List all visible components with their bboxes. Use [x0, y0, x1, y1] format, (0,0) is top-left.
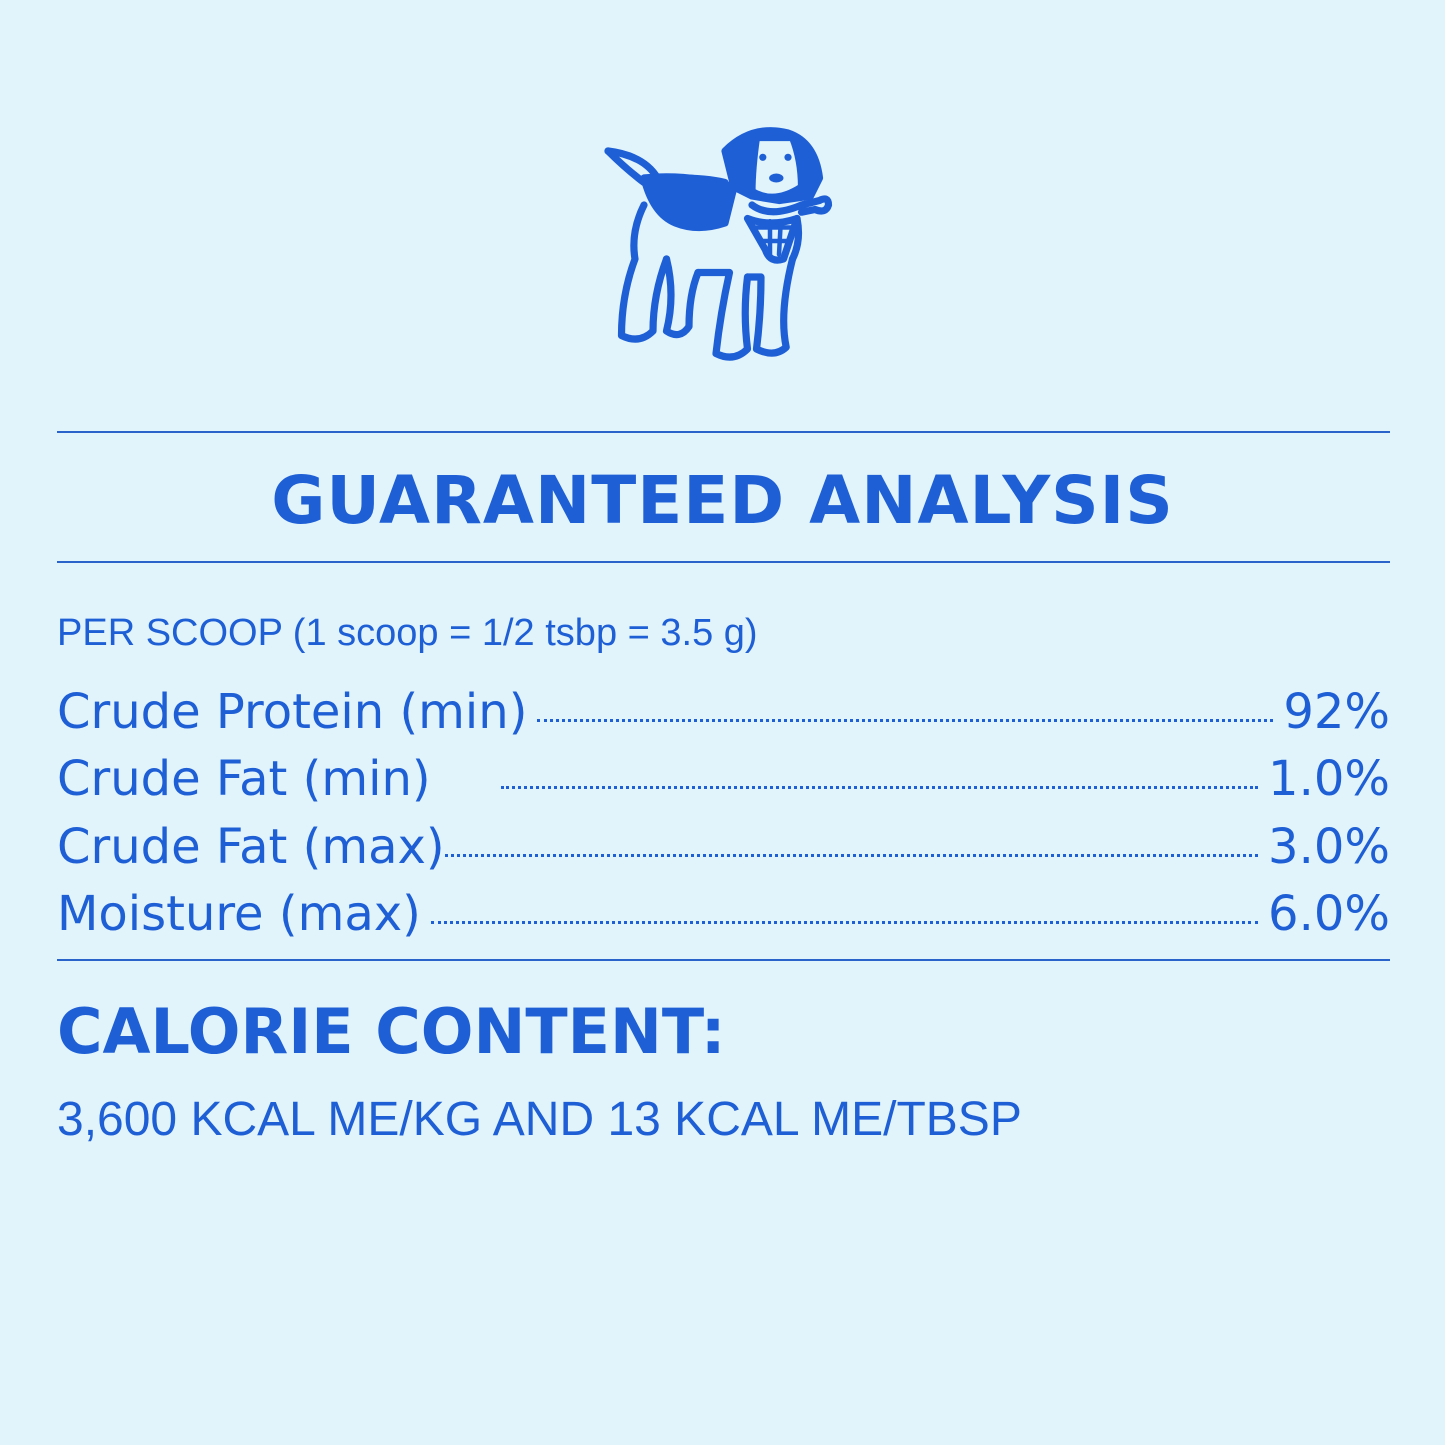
top-divider	[57, 431, 1390, 433]
row-value: 3.0%	[1268, 819, 1390, 875]
row-value: 6.0%	[1268, 886, 1390, 942]
dotted-leader	[500, 786, 1259, 789]
serving-size: PER SCOOP (1 scoop = 1/2 tsbp = 3.5 g)	[57, 612, 758, 654]
page-title: GUARANTEED ANALYSIS	[271, 462, 1174, 539]
row-label: Crude Fat (min)	[57, 751, 431, 807]
calorie-text: 3,600 KCAL ME/KG AND 13 KCAL ME/TBSP	[57, 1093, 1022, 1146]
analysis-row: Crude Protein (min) 92%	[57, 684, 1390, 740]
row-value: 92%	[1283, 684, 1390, 740]
analysis-row: Crude Fat (min) 1.0%	[57, 751, 1390, 807]
calorie-heading: CALORIE CONTENT:	[57, 995, 726, 1068]
row-label: Crude Protein (min)	[57, 684, 528, 740]
row-label: Crude Fat (max)	[57, 819, 445, 875]
analysis-row: Moisture (max) 6.0%	[57, 886, 1390, 942]
bottom-divider	[57, 959, 1390, 961]
dotted-leader	[537, 719, 1274, 722]
dotted-leader	[430, 921, 1259, 924]
row-value: 1.0%	[1268, 751, 1390, 807]
row-label: Moisture (max)	[57, 886, 421, 942]
dog-with-bone-icon	[604, 127, 833, 361]
title-divider	[57, 561, 1390, 563]
dotted-leader	[444, 854, 1259, 857]
analysis-row: Crude Fat (max) 3.0%	[57, 819, 1390, 875]
